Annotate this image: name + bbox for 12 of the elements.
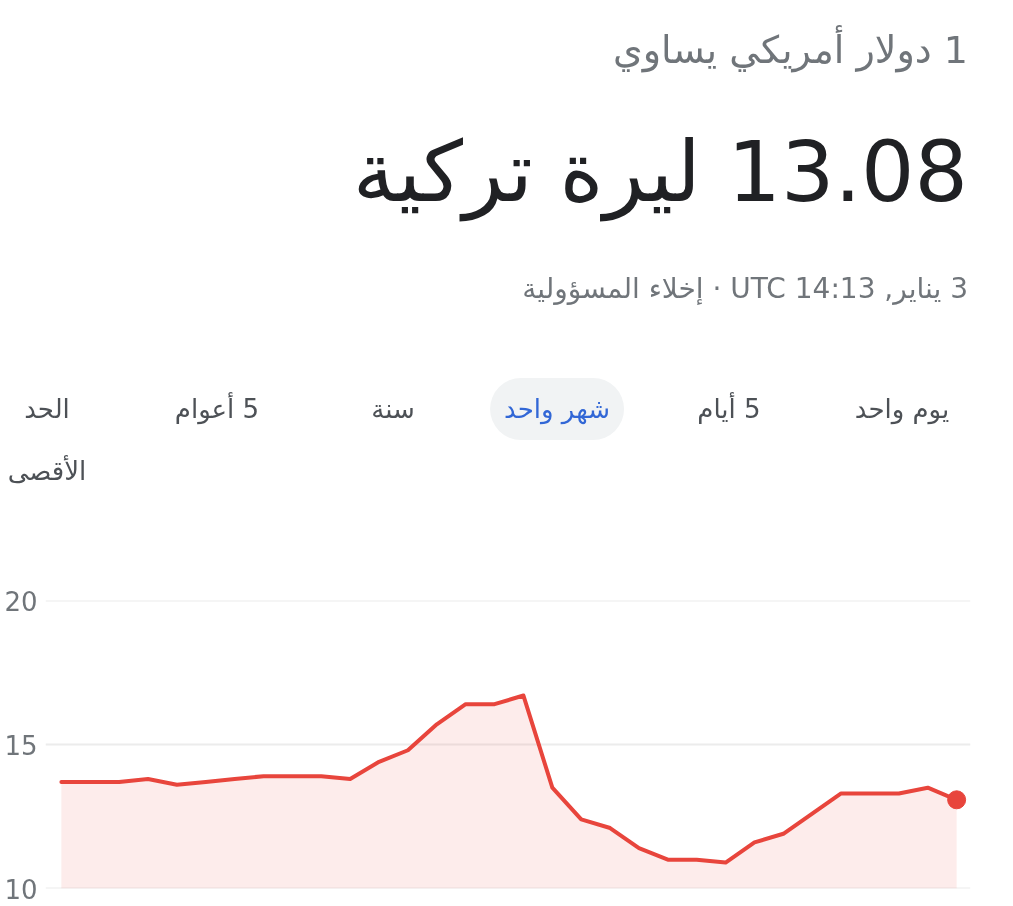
y-tick-label: 15 <box>4 730 38 761</box>
y-tick-label: 20 <box>4 586 38 617</box>
text: 5 أعوام <box>174 391 260 427</box>
text: سنة <box>371 393 415 426</box>
y-tick-label: 10 <box>4 874 38 905</box>
text: شهر واحد <box>490 378 624 440</box>
text: الحد الأقصى <box>7 394 87 486</box>
chart-subtitle: 13.08 ليرة تركية <box>352 122 968 224</box>
text: 3 يناير, UTC 14:13 · إخلاء المسؤولية <box>522 271 968 307</box>
text: 5 أيام <box>697 391 761 426</box>
text: يوم واحد <box>854 393 950 427</box>
chart-title: 1 دولار أمريكي يساوي <box>613 26 968 74</box>
